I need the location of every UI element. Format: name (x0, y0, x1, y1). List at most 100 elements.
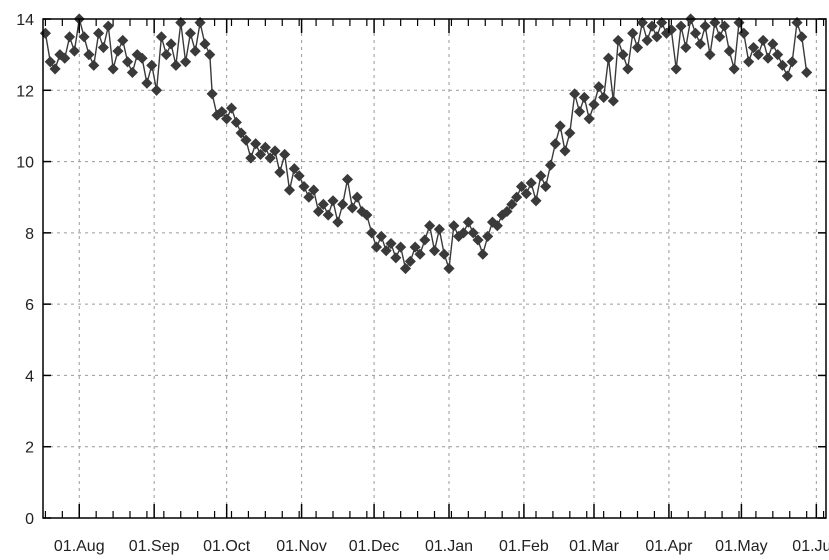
data-point (279, 148, 291, 161)
data-point (709, 16, 721, 29)
data-point (482, 230, 494, 242)
data-point (738, 27, 750, 39)
data-point (743, 56, 755, 68)
data-point (573, 106, 586, 118)
data-point (54, 49, 66, 61)
data-point (689, 27, 702, 39)
data-point (443, 262, 455, 275)
data-point (772, 49, 784, 61)
data-point (636, 16, 648, 29)
data-point (199, 38, 211, 50)
data-point (93, 27, 105, 39)
data-point (264, 152, 276, 164)
data-point (322, 209, 334, 221)
x-tick-label: 01.Mar (569, 538, 619, 555)
data-point (146, 59, 158, 71)
series-line (44, 18, 808, 271)
data-point (288, 163, 300, 175)
x-tick-label: 01.Dec (349, 538, 400, 555)
data-point (477, 248, 489, 260)
data-point (665, 24, 677, 36)
y-tick-label: 6 (25, 297, 34, 314)
data-point (535, 170, 547, 182)
y-tick-label: 2 (25, 440, 34, 457)
data-point (366, 227, 378, 239)
minor-ticks (44, 19, 825, 518)
data-point (240, 134, 252, 146)
data-point (126, 66, 138, 79)
data-point (419, 234, 431, 246)
data-point (622, 63, 634, 75)
data-point (728, 63, 740, 75)
data-point (68, 45, 80, 57)
data-point (675, 20, 687, 32)
data-point (189, 45, 201, 57)
data-point (694, 38, 706, 50)
grid-lines (43, 19, 826, 518)
y-tick-label: 4 (25, 368, 34, 385)
x-tick-label: 01.Feb (499, 538, 549, 555)
x-tick-label: 01.Sep (129, 538, 180, 555)
data-point (141, 77, 153, 89)
data-point (83, 49, 95, 61)
x-tick-label: 01.Aug (54, 538, 105, 555)
data-point (395, 241, 407, 253)
data-point (184, 27, 196, 39)
data-point (544, 159, 557, 171)
data-point (194, 16, 206, 29)
data-point (520, 188, 532, 200)
data-point (274, 166, 286, 178)
data-point (491, 220, 503, 232)
data-point (569, 88, 581, 100)
data-point (704, 49, 716, 61)
data-point (49, 63, 61, 75)
plot-frame (42, 18, 827, 519)
x-tick-label: 01.Jun (792, 538, 829, 555)
data-point (409, 241, 421, 253)
data-point (525, 177, 537, 189)
data-point (117, 34, 129, 46)
x-axis-ticks: 01.Aug 01.Sep 01.Oct 01.Nov 01.Dec 01.Jan 01.F… (54, 19, 829, 555)
data-point (530, 195, 542, 207)
data-point (151, 84, 163, 96)
data-point (112, 45, 124, 57)
x-tick-label: 01.Apr (645, 538, 693, 555)
data-point (554, 120, 566, 132)
data-point (602, 52, 615, 64)
data-point (540, 180, 552, 193)
data-point (399, 262, 412, 275)
data-point (467, 227, 479, 239)
y-tick-label: 0 (25, 511, 34, 528)
data-point (327, 195, 339, 207)
data-point (506, 198, 518, 210)
data-point (438, 248, 450, 260)
data-point (332, 216, 344, 228)
data-point (170, 59, 182, 71)
data-point (107, 63, 119, 75)
data-point (627, 27, 639, 39)
data-point (723, 45, 735, 57)
data-point (165, 38, 177, 50)
data-point (791, 16, 803, 29)
data-point (428, 245, 441, 257)
data-point (404, 255, 416, 267)
x-tick-label: 01.Oct (203, 538, 251, 555)
data-point (64, 31, 76, 43)
data-point (259, 141, 271, 153)
data-point (607, 95, 619, 107)
data-point (747, 41, 760, 54)
data-point (102, 20, 114, 32)
data-point (206, 88, 218, 100)
data-point (78, 31, 90, 43)
data-point (230, 116, 242, 128)
data-point (204, 49, 216, 61)
data-point (801, 66, 813, 79)
data-point (303, 191, 315, 203)
data-point (588, 98, 600, 111)
data-point (293, 170, 305, 182)
data-point (424, 220, 436, 232)
data-point (646, 20, 658, 32)
y-axis-ticks: 0 2 4 6 8 10 12 14 (16, 12, 826, 528)
data-point (216, 106, 228, 118)
data-point (361, 209, 373, 221)
